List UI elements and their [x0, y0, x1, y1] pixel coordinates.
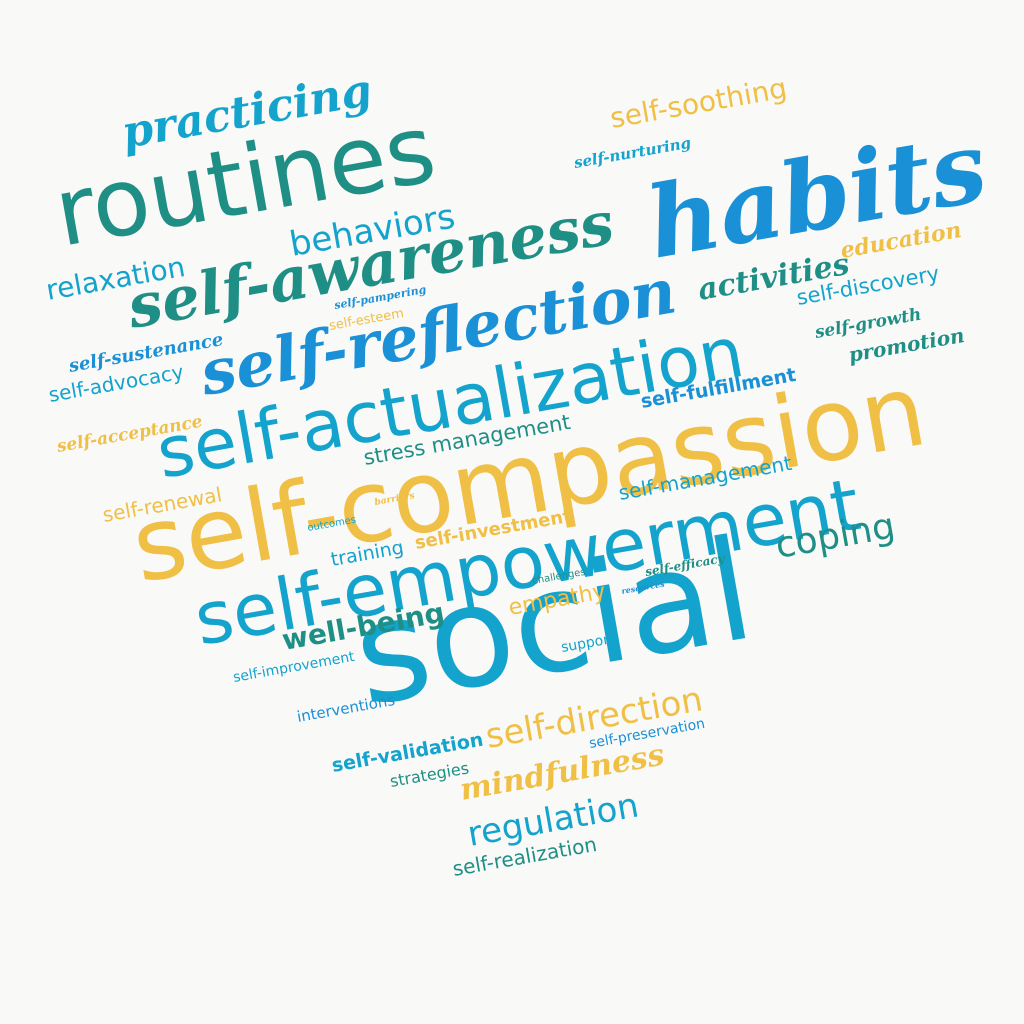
word-self-soothing: self-soothing	[607, 71, 789, 135]
